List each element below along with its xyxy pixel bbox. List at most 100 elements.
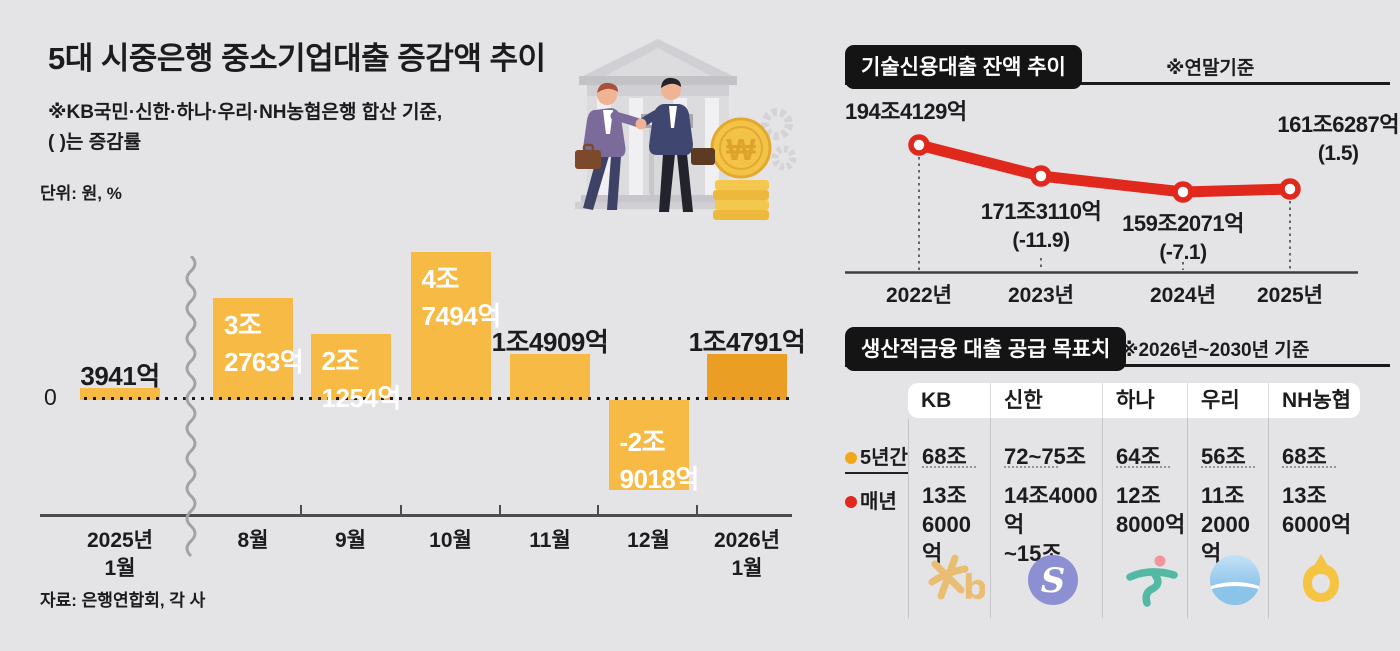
point-value-label: 161조6287억 (1.5) <box>1277 111 1399 167</box>
line-chart-badge: 기술신용대출 잔액 추이 <box>845 45 1082 89</box>
table-note: ※2026년~2030년 기준 <box>1120 340 1310 361</box>
row-dot-icon <box>845 452 857 464</box>
x-axis-label-line: 12월 <box>627 529 670 552</box>
x-axis-label: 9월 <box>281 527 421 555</box>
cell-5yr-신한: 72~75조 <box>990 418 1102 472</box>
axis-tick <box>597 505 599 514</box>
x-axis-label-line: 1월 <box>104 557 136 580</box>
nh-logo <box>1268 532 1360 618</box>
kb-logo: b <box>908 532 990 618</box>
cell-line: 14조4000억 <box>1004 483 1098 537</box>
axis-tick <box>400 505 402 514</box>
x-axis-label-line: 9월 <box>335 529 366 552</box>
cell-line: 13조 <box>1282 483 1327 508</box>
svg-text:S: S <box>1041 561 1066 601</box>
line-year-label: 2023년 <box>1007 284 1075 307</box>
bar-12월 <box>608 400 689 490</box>
page-title: 5대 시중은행 중소기업대출 증감액 추이 <box>48 41 546 76</box>
businessman-left <box>575 82 646 210</box>
gear-icon <box>761 108 797 171</box>
cell-line: 13조 <box>922 483 967 508</box>
bar-value-label: 1조4791억 <box>688 327 806 357</box>
woori-logo <box>1209 555 1260 605</box>
table-corner-cell <box>845 383 908 418</box>
bank-handshake-illustration: BANK ₩ <box>575 39 797 220</box>
x-axis-label-line: 10월 <box>429 529 472 552</box>
loan-target-table: KB 신한 하나 우리 NH농협 5년간 68조 72~75조 64조 56조 68조 매년 13조 60… <box>845 383 1360 618</box>
bar-9월 <box>310 334 391 400</box>
x-axis-label-line: 8월 <box>237 529 269 552</box>
zero-axis-label: 0 <box>44 384 57 410</box>
axis-tick <box>300 505 302 514</box>
cell-5yr-KB: 68조 <box>908 418 990 472</box>
hana-logo <box>1102 532 1187 618</box>
sme-loan-bar-chart: 0 3941억 2025년 1월 3조 2763억 8월 2조 1254억 9월 4조 7494억 1… <box>40 240 806 580</box>
column-header-우리: 우리 <box>1187 383 1268 418</box>
bar-value-line: 4조 <box>421 264 460 294</box>
row-label-매년: 매년 <box>845 472 908 532</box>
x-axis-label: 2026년 1월 <box>677 527 817 583</box>
x-axis-label: 8월 <box>183 527 323 555</box>
hana-logo <box>1125 555 1178 607</box>
x-axis-label-line: 1월 <box>731 557 763 580</box>
bar-value-label: -2조 9018억 <box>620 424 700 498</box>
table-badge: 생산적금융 대출 공급 목표치 <box>845 327 1127 371</box>
cell-line: 12조 <box>1116 483 1161 508</box>
bar-value-line: 1254억 <box>321 383 402 413</box>
bar-value-line: 2조 <box>321 346 360 376</box>
point-value-text: 159조2071억 <box>1122 211 1244 236</box>
chart-subtitle: ※KB국민·신한·하나·우리·NH농협은행 합산 기준, ( )는 증감률 <box>48 98 442 158</box>
cell-5yr-NH농협: 68조 <box>1268 418 1360 472</box>
coin-stack <box>713 180 769 220</box>
bar-value-line: 2763억 <box>224 347 304 377</box>
cell-line: 8000억 <box>1116 512 1186 537</box>
data-point-marker <box>1172 181 1194 203</box>
cell-yearly-우리: 11조 2000억 <box>1187 472 1268 566</box>
x-axis-label: 12월 <box>579 527 719 555</box>
zero-baseline-dotted <box>84 397 792 400</box>
svg-text:b: b <box>963 568 985 608</box>
point-change-text: (1.5) <box>1317 142 1359 165</box>
x-axis-line <box>40 514 792 517</box>
bar-10월 <box>410 252 491 400</box>
x-axis-label: 2025년 1월 <box>50 527 190 583</box>
unit-label: 단위: 원, % <box>40 184 122 203</box>
cell-yearly-하나: 12조 8000억 <box>1102 472 1187 537</box>
bar-value-label: 3941억 <box>80 361 160 391</box>
cell-line: 2000억 <box>1201 512 1250 566</box>
cell-yearly-신한: 14조4000억 ~15조 <box>990 472 1102 566</box>
point-value-text: 161조6287억 <box>1277 112 1399 137</box>
bar-2026년 1월 <box>707 354 787 400</box>
axis-tick <box>695 505 698 514</box>
cell-line: 6000억 <box>922 512 971 566</box>
x-axis-label-line: 11월 <box>529 529 571 552</box>
subtitle-line-2: ( )는 증감률 <box>48 132 142 153</box>
column-header-NH농협: NH농협 <box>1268 383 1360 418</box>
cell-line: 6000억 <box>1282 512 1352 537</box>
shinhan-logo: S <box>1028 555 1078 605</box>
data-point-marker <box>1030 165 1052 187</box>
column-header-하나: 하나 <box>1102 383 1187 418</box>
point-value-label: 159조2071억 (-7.1) <box>1122 210 1244 266</box>
axis-tick <box>498 505 501 514</box>
bar-8월 <box>213 298 293 400</box>
nh-logo <box>1303 554 1339 602</box>
line-year-label: 2022년 <box>885 284 953 307</box>
line-chart-note: ※연말기준 <box>1166 58 1255 79</box>
point-value-label: 171조3110억 (-11.9) <box>981 198 1102 254</box>
cell-yearly-NH농협: 13조 6000억 <box>1268 472 1360 537</box>
shinhan-logo: S <box>990 532 1102 618</box>
line-year-label: 2025년 <box>1256 284 1324 307</box>
logo-row-spacer <box>845 532 908 618</box>
x-axis-label: 11월 <box>480 527 620 555</box>
won-symbol: ₩ <box>726 132 756 167</box>
cell-line: 11조 <box>1201 483 1245 508</box>
bar-value-line: 3조 <box>224 310 262 340</box>
bar-value-line: 7494억 <box>421 301 502 331</box>
point-value-label: 194조4129억 <box>845 98 967 125</box>
source-credit: 자료: 은행연합회, 각 사 <box>40 591 206 610</box>
bar-value-label: 2조 1254억 <box>321 343 402 417</box>
data-point-marker <box>908 134 930 156</box>
point-change-text: (-11.9) <box>1012 229 1070 252</box>
